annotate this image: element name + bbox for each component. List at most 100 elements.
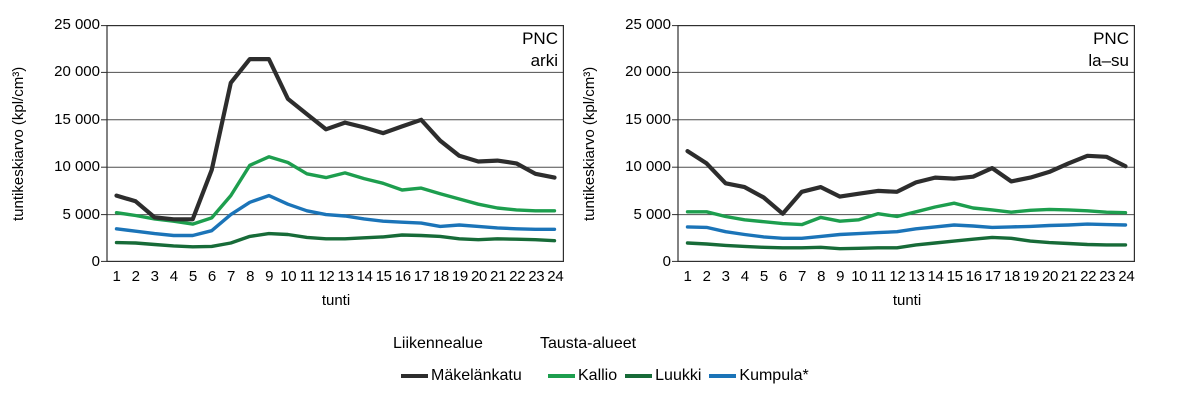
x-tick-label: 7 — [226, 268, 236, 285]
line-swatch-icon — [548, 374, 575, 378]
x-tick-label: 10 — [280, 268, 297, 285]
series-line-mkelnkatu — [685, 148, 1128, 216]
x-axis-tick-labels: 1 2 3 4 5 6 7 8 9 10 11 12 13 14 15 16 17 18 19 20 21 22 23 24 — [678, 268, 1136, 286]
x-tick-label: 2 — [702, 268, 711, 285]
x-tick-label: 11 — [870, 268, 886, 285]
legend-group-title: Liikennealue — [393, 335, 483, 352]
chart-title-line1: PNC — [1093, 29, 1129, 48]
x-tick-label: 15 — [946, 268, 963, 285]
x-tick-label: 3 — [721, 268, 730, 285]
chart-title-line2: arki — [530, 51, 558, 70]
x-tick-label: 8 — [817, 268, 826, 285]
legend-item-label: Kallio — [578, 367, 618, 384]
line-swatch-icon — [401, 374, 428, 378]
x-tick-label: 22 — [509, 268, 526, 285]
y-tick-label: 5 000 — [633, 205, 671, 223]
legend-item-makelankatu: Mäkelänkatu — [401, 367, 522, 385]
x-tick-label: 11 — [299, 268, 315, 285]
y-tick-label: 10 000 — [625, 158, 671, 176]
chart-title-line2: la–su — [1088, 51, 1129, 70]
legend-item-label: Mäkelänkatu — [431, 367, 522, 384]
y-axis-tick-labels: 25 000 20 000 15 000 10 000 5 000 0 — [571, 0, 671, 290]
x-tick-label: 14 — [927, 268, 944, 285]
x-tick-label: 8 — [246, 268, 255, 285]
x-tick-label: 17 — [413, 268, 430, 285]
series-line-kallio — [114, 155, 557, 226]
legend-item-label: Kumpula* — [739, 367, 809, 384]
chart-title-line1: PNC — [522, 29, 558, 48]
legend-item-kumpula: Kumpula* — [709, 367, 809, 385]
x-tick-label: 6 — [207, 268, 216, 285]
legend-items: Mäkelänkatu — [401, 367, 530, 385]
x-tick-label: 23 — [1099, 268, 1116, 285]
line-swatch-icon — [709, 374, 737, 378]
legend: Liikennealue Mäkelänkatu Tausta-alueet K… — [0, 334, 1182, 404]
x-tick-label: 10 — [851, 268, 868, 285]
x-tick-label: 13 — [337, 268, 354, 285]
x-tick-label: 20 — [470, 268, 488, 285]
legend-item-luukki: Luukki — [625, 367, 701, 385]
plot-area — [672, 25, 1135, 262]
legend-group-tausta-alueet: Tausta-alueet Kallio Luukki Kumpula* — [540, 334, 817, 385]
chart-title: PNC la–su — [678, 28, 1129, 72]
x-tick-label: 5 — [188, 268, 197, 285]
chart-pnc-arki: tuntikeskiarvo (kpl/cm³) 25 000 20 000 15 … — [0, 0, 575, 320]
x-tick-label: 12 — [318, 268, 335, 285]
x-tick-label: 1 — [112, 268, 121, 285]
y-tick-label: 25 000 — [625, 16, 671, 33]
series-line-kallio — [685, 201, 1128, 227]
x-axis-title: tunti — [321, 292, 351, 309]
chart-title: PNC arki — [107, 28, 558, 72]
x-tick-label: 17 — [984, 268, 1001, 285]
x-tick-label: 24 — [1118, 268, 1135, 285]
x-tick-label: 22 — [1080, 268, 1097, 285]
legend-items: Kallio Luukki Kumpula* — [548, 367, 817, 385]
x-tick-label: 7 — [797, 268, 807, 285]
x-tick-label: 24 — [547, 268, 564, 285]
x-tick-label: 15 — [375, 268, 392, 285]
x-tick-label: 5 — [759, 268, 768, 285]
x-tick-label: 16 — [965, 268, 982, 285]
x-tick-label: 2 — [131, 268, 140, 285]
x-axis-title: tunti — [892, 292, 922, 309]
y-tick-label: 15 000 — [54, 110, 100, 128]
x-axis-tick-labels: 1 2 3 4 5 6 7 8 9 10 11 12 13 14 15 16 17 18 19 20 21 22 23 24 — [107, 268, 565, 286]
x-tick-label: 3 — [150, 268, 159, 285]
y-tick-label: 25 000 — [54, 16, 100, 33]
x-tick-label: 6 — [778, 268, 787, 285]
x-tick-label: 19 — [451, 268, 468, 285]
chart-pnc-la-su: tuntikeskiarvo (kpl/cm³) 25 000 20 000 15 … — [571, 0, 1146, 320]
series-line-mkelnkatu — [114, 56, 557, 222]
x-tick-label: 21 — [1061, 268, 1078, 285]
y-tick-label: 0 — [662, 253, 671, 270]
x-tick-label: 23 — [528, 268, 545, 285]
x-tick-label: 4 — [169, 268, 178, 285]
x-tick-label: 4 — [740, 268, 749, 285]
y-axis-tick-labels: 25 000 20 000 15 000 10 000 5 000 0 — [0, 0, 100, 290]
y-tick-label: 15 000 — [625, 110, 671, 128]
x-tick-label: 19 — [1022, 268, 1039, 285]
y-tick-label: 20 000 — [54, 63, 100, 81]
y-tick-label: 0 — [91, 253, 100, 270]
series-line-kumpula — [685, 222, 1128, 241]
legend-item-label: Luukki — [655, 367, 702, 384]
y-tick-label: 10 000 — [54, 158, 100, 176]
plot-area — [101, 25, 564, 262]
x-tick-label: 21 — [490, 268, 507, 285]
x-tick-label: 18 — [1003, 268, 1020, 285]
y-tick-label: 5 000 — [62, 205, 100, 223]
series-line-kumpula — [114, 193, 557, 238]
legend-group-liikennealue: Liikennealue Mäkelänkatu — [393, 334, 530, 385]
x-tick-label: 13 — [908, 268, 925, 285]
x-tick-label: 20 — [1041, 268, 1059, 285]
x-tick-label: 14 — [356, 268, 373, 285]
series-line-luukki — [114, 231, 557, 249]
x-tick-label: 16 — [394, 268, 411, 285]
x-tick-label: 9 — [265, 268, 274, 285]
x-tick-label: 9 — [836, 268, 845, 285]
legend-group-title: Tausta-alueet — [540, 335, 637, 352]
series-line-luukki — [685, 235, 1128, 251]
y-tick-label: 20 000 — [625, 63, 671, 81]
legend-item-kallio: Kallio — [548, 367, 617, 385]
x-tick-label: 1 — [683, 268, 692, 285]
